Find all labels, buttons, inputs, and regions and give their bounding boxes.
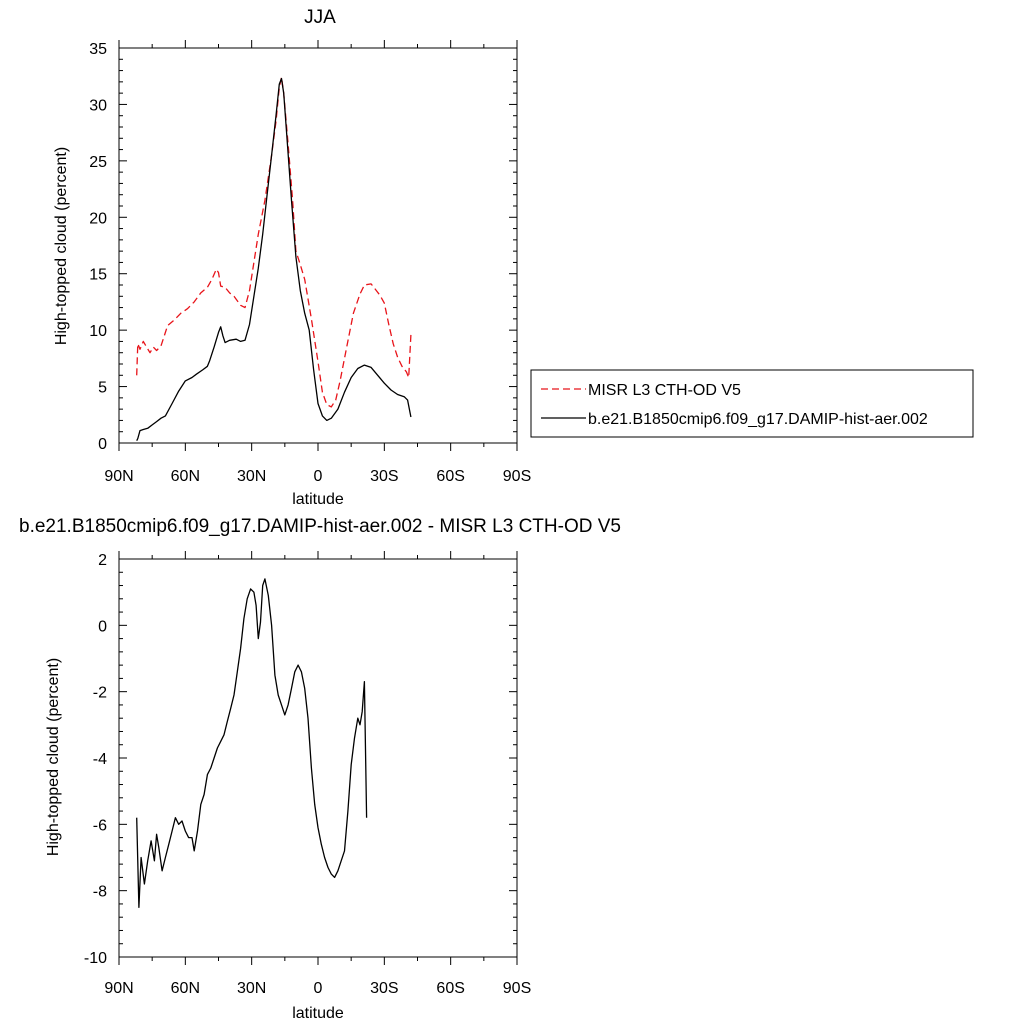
top-plot-frame xyxy=(118,47,518,444)
x-tick-label: 60N xyxy=(171,468,200,485)
bottom-chart-title: b.e21.B1850cmip6.f09_g17.DAMIP-hist-aer.… xyxy=(19,516,621,537)
x-tick-label: 30S xyxy=(370,468,398,485)
y-tick-label: -10 xyxy=(84,950,107,967)
y-tick-label: 10 xyxy=(89,323,107,340)
y-tick-label: 0 xyxy=(98,436,107,453)
x-tick-label: 90N xyxy=(104,468,133,485)
bottom-x-axis-label: latitude xyxy=(292,1005,344,1022)
legend-label-misr: MISR L3 CTH-OD V5 xyxy=(588,382,741,399)
x-tick-label: 0 xyxy=(314,980,323,997)
top-series-line-0 xyxy=(136,76,412,408)
bottom-plot-frame xyxy=(118,558,518,958)
top-chart-ticks: 0 5 10 15 20 25 30 35 90N 60N 30N 0 30S 60S 90S xyxy=(89,40,531,485)
x-tick-label: 90N xyxy=(104,980,133,997)
bottom-series-line-0 xyxy=(136,578,368,908)
legend: MISR L3 CTH-OD V5 b.e21.B1850cmip6.f09_g… xyxy=(530,369,974,438)
x-tick-label: 30N xyxy=(237,980,266,997)
y-tick-label: 2 xyxy=(98,552,107,569)
bottom-y-axis-label: High-topped cloud (percent) xyxy=(45,658,62,856)
bottom-chart-series xyxy=(136,578,368,908)
y-tick-label: 20 xyxy=(89,210,107,227)
top-chart-title: JJA xyxy=(304,7,336,28)
y-tick-label: -2 xyxy=(93,685,107,702)
y-tick-label: 0 xyxy=(98,618,107,635)
y-tick-label: -8 xyxy=(93,884,107,901)
y-tick-label: 5 xyxy=(98,380,107,397)
y-tick-label: 25 xyxy=(89,154,107,171)
x-tick-label: 30N xyxy=(237,468,266,485)
y-tick-label: 30 xyxy=(89,97,107,114)
top-chart-series xyxy=(136,76,412,441)
x-tick-label: 90S xyxy=(503,468,531,485)
x-tick-label: 90S xyxy=(503,980,531,997)
y-tick-label: -6 xyxy=(93,817,107,834)
x-tick-label: 60N xyxy=(171,980,200,997)
x-tick-label: 0 xyxy=(314,468,323,485)
legend-label-model: b.e21.B1850cmip6.f09_g17.DAMIP-hist-aer.… xyxy=(588,411,928,428)
x-tick-label: 60S xyxy=(436,468,464,485)
y-tick-label: -4 xyxy=(93,751,107,768)
y-tick-label: 15 xyxy=(89,267,107,284)
top-series-line-1 xyxy=(136,77,412,441)
x-tick-label: 60S xyxy=(436,980,464,997)
legend-box xyxy=(530,369,974,438)
top-x-axis-label: latitude xyxy=(292,491,344,508)
top-y-axis-label: High-topped cloud (percent) xyxy=(53,147,70,345)
x-tick-label: 30S xyxy=(370,980,398,997)
y-tick-label: 35 xyxy=(89,41,107,58)
bottom-chart-ticks: -10 -8 -6 -4 -2 0 2 90N 60N 30N 0 30S 60S 90S xyxy=(84,551,531,997)
